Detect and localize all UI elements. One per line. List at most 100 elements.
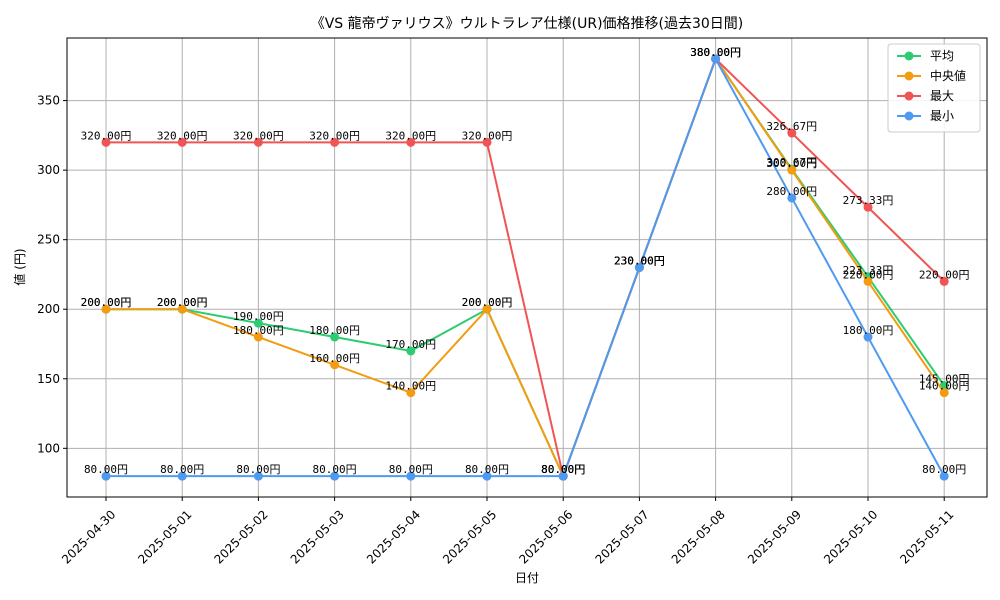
data-label: 230.00円 — [614, 255, 665, 268]
data-label: 180.00円 — [233, 324, 284, 337]
data-point — [177, 471, 187, 481]
x-tick-label: 2025-05-11 — [897, 507, 956, 566]
x-axis-label: 日付 — [515, 571, 539, 585]
data-point — [634, 263, 644, 272]
data-point — [787, 165, 797, 175]
x-tick-label: 2025-05-10 — [821, 507, 880, 566]
data-point — [406, 471, 416, 481]
y-tick-label: 200 — [37, 302, 60, 316]
data-label: 320.00円 — [385, 129, 436, 142]
legend-swatch-marker — [904, 51, 914, 61]
data-label: 280.00円 — [766, 185, 817, 198]
data-point — [406, 137, 416, 147]
data-label-layer: 200.00円 200.00円190.00円180.00円170.00円200.0… — [81, 46, 970, 476]
data-label: 320.00円 — [157, 129, 208, 142]
x-tick-label: 2025-05-03 — [288, 507, 347, 566]
data-label: 320.00円 — [309, 129, 360, 142]
data-point — [177, 304, 187, 314]
data-label: 80.00円 — [313, 463, 357, 476]
data-point — [939, 276, 949, 286]
data-label: 80.00円 — [541, 463, 585, 476]
data-label: 326.67円 — [766, 120, 817, 133]
data-label: 200.00円 — [157, 296, 208, 309]
legend-entry: 中央値 — [930, 68, 966, 83]
data-label: 300.67円 — [766, 156, 817, 169]
data-point — [863, 202, 873, 212]
y-tick-label: 300 — [37, 163, 60, 177]
data-point — [330, 137, 340, 147]
data-label: 80.00円 — [389, 463, 433, 476]
data-label: 200.00円 — [157, 296, 208, 309]
y-tick-label: 250 — [37, 233, 60, 247]
data-point — [787, 193, 797, 203]
data-label: 230.00円 — [614, 255, 665, 268]
data-label: 80.00円 — [541, 463, 585, 476]
data-label: 300.00円 — [766, 157, 817, 170]
x-tick-label: 2025-05-06 — [516, 507, 575, 566]
data-label: 200.00円 — [462, 296, 513, 309]
series-layer — [101, 54, 949, 481]
data-label: 180.00円 — [309, 324, 360, 337]
x-tick-label: 2025-05-09 — [745, 507, 804, 566]
data-point — [253, 471, 263, 481]
legend-entry: 平均 — [930, 49, 954, 63]
data-point — [330, 332, 340, 342]
data-label: 80.00円 — [541, 463, 585, 476]
y-axis-label: 値 (円) — [12, 248, 27, 285]
series-line-1 — [106, 57, 946, 478]
data-point — [939, 388, 949, 398]
x-tick-label: 2025-05-04 — [364, 507, 423, 566]
data-label: 220.00円 — [843, 268, 894, 281]
legend-entry: 最小 — [930, 109, 954, 123]
x-tick-label: 2025-04-30 — [59, 507, 118, 566]
data-label: 230.00円 — [614, 255, 665, 268]
data-point — [101, 137, 111, 147]
data-label: 220.00円 — [919, 268, 970, 281]
data-label: 80.00円 — [541, 463, 585, 476]
data-label: 200.00円 — [462, 296, 513, 309]
data-label: 140.00円 — [385, 380, 436, 393]
data-label: 223.33円 — [843, 264, 894, 277]
data-label: 80.00円 — [84, 463, 128, 476]
legend-entry: 最大 — [930, 89, 954, 103]
legend-swatch-marker — [904, 111, 914, 121]
data-label: 200.00円 — [81, 296, 132, 309]
data-point — [787, 128, 797, 138]
data-label: 80.00円 — [160, 463, 204, 476]
data-label: 190.00円 — [233, 310, 284, 323]
data-label: 320.00円 — [462, 129, 513, 142]
y-tick-label: 350 — [37, 94, 60, 108]
data-point — [558, 471, 568, 481]
data-label: 273.33円 — [843, 194, 894, 207]
data-point — [711, 54, 721, 64]
data-label: 320.00円 — [233, 129, 284, 142]
legend-swatch-marker — [904, 71, 914, 81]
data-label: 80.00円 — [236, 463, 280, 476]
plot-frame — [66, 37, 988, 498]
data-label: 160.00円 — [309, 352, 360, 365]
series-line-0 — [106, 57, 946, 478]
data-label: 145.00円 — [919, 373, 970, 386]
data-point — [939, 471, 949, 481]
data-label: 380.00円 — [690, 46, 741, 59]
data-point — [406, 388, 416, 398]
x-tick-label: 2025-05-05 — [440, 507, 499, 566]
y-tick-label: 150 — [37, 372, 60, 386]
data-point — [863, 276, 873, 286]
data-label: 380.00円 — [690, 46, 741, 59]
data-point — [330, 471, 340, 481]
data-point — [330, 360, 340, 370]
chart-title: 《VS 龍帝ヴァリウス》ウルトラレア仕様(UR)価格推移(過去30日間) — [311, 15, 744, 32]
data-point — [406, 346, 416, 356]
x-tick-label: 2025-05-08 — [669, 507, 728, 566]
data-point — [482, 304, 492, 314]
data-label: 80.00円 — [465, 463, 509, 476]
data-label: 170.00円 — [385, 338, 436, 351]
data-label: 140.00円 — [919, 380, 970, 393]
data-point — [101, 304, 111, 314]
data-label: 200.00円 — [81, 296, 132, 309]
x-tick-label: 2025-05-07 — [593, 507, 652, 566]
